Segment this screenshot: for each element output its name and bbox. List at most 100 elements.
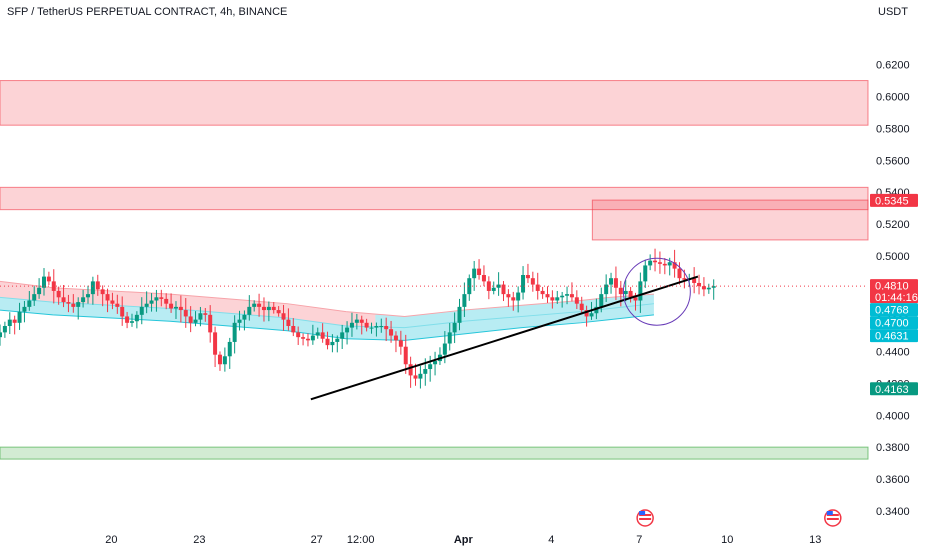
candle-body (164, 298, 169, 304)
resistance-zone (591, 199, 869, 241)
candle-body (286, 319, 291, 326)
y-tick-label: 0.6000 (876, 92, 910, 104)
candle-body (354, 319, 359, 323)
candle-body (711, 286, 716, 288)
candle-body (95, 281, 100, 290)
candle-body (0, 332, 2, 338)
price-tag-value: 0.4163 (875, 384, 909, 396)
candle-body (7, 319, 12, 326)
y-tick-label: 0.5800 (876, 123, 910, 135)
candle-body (653, 260, 658, 263)
candle-body (335, 338, 340, 342)
candle-body (276, 310, 281, 314)
candle-body (403, 346, 408, 365)
candle-body (472, 268, 477, 279)
candle-body (574, 297, 579, 304)
candle-body (266, 306, 271, 311)
candle-body (345, 327, 350, 333)
candle-body (56, 290, 61, 298)
candle-body (428, 364, 433, 370)
candle-body (682, 278, 687, 280)
candle-body (349, 322, 354, 328)
candle-body (320, 332, 325, 339)
chart-title: SFP / TetherUS PERPETUAL CONTRACT, 4h, B… (7, 6, 288, 18)
price-tag (870, 316, 918, 330)
candle-body (706, 287, 711, 290)
candle-body (555, 297, 560, 301)
candle-body (100, 289, 105, 295)
candle-body (408, 364, 413, 376)
candle-body (22, 306, 27, 312)
candle-body (589, 313, 594, 317)
candle-body (379, 326, 384, 327)
y-tick-label: 0.4400 (876, 347, 910, 359)
candle-body (110, 300, 115, 304)
candle-body (120, 306, 125, 317)
candle-body (613, 278, 618, 288)
candle-body (511, 297, 516, 301)
candle-body (271, 306, 276, 311)
candle-body (560, 295, 565, 298)
candle-body (369, 327, 374, 329)
trendline[interactable] (310, 275, 699, 401)
candle-body (550, 297, 555, 301)
candle-body (129, 321, 134, 323)
candle-body (516, 292, 521, 301)
candle-body (144, 303, 149, 307)
x-tick-label: 13 (809, 534, 821, 546)
candle-body (17, 311, 22, 323)
candle-body (384, 326, 389, 330)
y-tick-label: 0.3400 (876, 506, 910, 518)
candle-body (12, 319, 17, 323)
candle-body (393, 335, 398, 341)
candle-body (545, 294, 550, 298)
candle-body (623, 290, 628, 295)
candle-body (481, 275, 486, 282)
candle-body (76, 302, 81, 307)
candle-body (506, 294, 511, 298)
y-tick-label: 0.4000 (876, 410, 910, 422)
event-flag-icon[interactable] (824, 509, 842, 527)
candle-body (134, 314, 139, 322)
candle-body (569, 294, 574, 298)
candle-body (452, 322, 457, 333)
candle-body (305, 338, 310, 341)
candle-body (51, 281, 56, 291)
candle-body (638, 281, 643, 301)
candle-body (61, 297, 66, 303)
candle-body (301, 337, 306, 339)
y-tick-label: 0.3600 (876, 474, 910, 486)
candle-body (662, 263, 667, 266)
candle-body (32, 294, 37, 301)
candle-body (247, 306, 252, 315)
candle-body (217, 354, 222, 365)
candle-body (71, 303, 76, 307)
candle-body (677, 268, 682, 279)
candle-body (618, 287, 623, 295)
candle-body (222, 356, 227, 365)
price-tag-value: 0.4631 (875, 331, 909, 343)
candle-body (315, 332, 320, 336)
candle-body (213, 332, 218, 355)
y-tick-label: 0.5200 (876, 219, 910, 231)
candle-body (90, 281, 95, 295)
event-flag-icon[interactable] (636, 509, 654, 527)
candle-body (227, 341, 232, 357)
x-tick-label: 10 (721, 534, 733, 546)
candle-body (604, 284, 609, 295)
price-tag-value: 0.4700 (875, 318, 909, 330)
candle-body (340, 332, 345, 339)
candle-body (193, 319, 198, 323)
candle-body (242, 314, 247, 320)
lower-band (0, 297, 376, 340)
candle-body (169, 303, 174, 309)
candle-body (657, 262, 662, 264)
candle-body (565, 294, 570, 296)
candle-body (149, 300, 154, 304)
annotation-circle[interactable] (622, 257, 691, 326)
price-tag (870, 382, 918, 396)
candle-body (178, 306, 183, 311)
support-zone (0, 446, 869, 460)
candle-body (291, 326, 296, 333)
